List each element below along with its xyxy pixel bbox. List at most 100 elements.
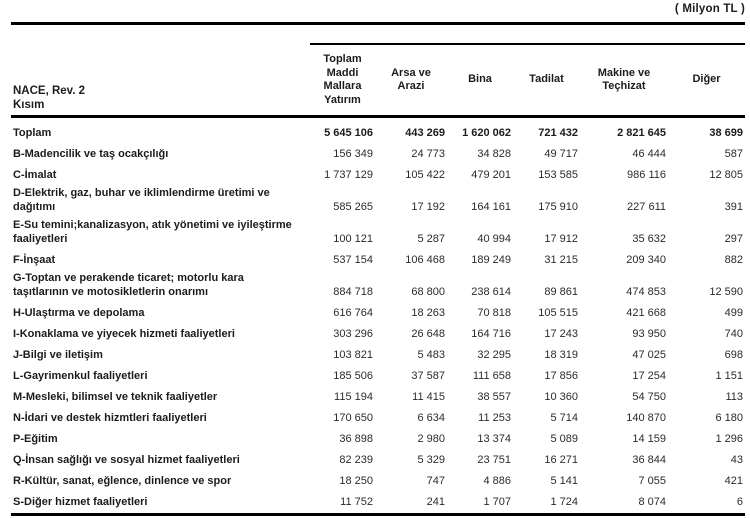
value-cell: 12 805 (709, 169, 743, 181)
value-cell: 5 329 (417, 454, 445, 466)
row-header-line1: NACE, Rev. 2 (13, 85, 86, 97)
table-row: N-İdari ve destek hizmtleri faaliyetleri… (11, 408, 745, 429)
value-cell: 227 611 (627, 201, 666, 213)
value-cell: 153 585 (538, 169, 578, 181)
value-cell: 46 444 (632, 148, 666, 160)
row-label: G-Toptan ve perakende ticaret; motorlu k… (13, 272, 244, 298)
value-cell: 884 718 (333, 286, 373, 298)
value-cell: 31 215 (544, 254, 578, 266)
value-cell: 479 201 (471, 169, 511, 181)
value-cell: 740 (724, 328, 743, 340)
row-label: S-Diğer hizmet faaliyetleri (13, 496, 148, 508)
table-row: G-Toptan ve perakende ticaret; motorlu k… (11, 271, 745, 303)
value-cell: 89 861 (544, 286, 578, 298)
value-cell: 189 249 (471, 254, 511, 266)
value-cell: 7 055 (638, 475, 666, 487)
value-cell: 17 856 (544, 370, 578, 382)
value-cell: 11 415 (412, 391, 445, 403)
value-cell: 421 (724, 475, 743, 487)
row-label: R-Kültür, sanat, eğlence, dinlence ve sp… (13, 475, 232, 487)
table-row: I-Konaklama ve yiyecek hizmeti faaliyetl… (11, 324, 745, 345)
value-cell: 443 269 (405, 127, 445, 139)
row-label: B-Madencilik ve taş ocakçılığı (13, 148, 169, 160)
value-cell: 23 751 (477, 454, 511, 466)
row-label: J-Bilgi ve iletişim (13, 349, 103, 361)
value-cell: 156 349 (333, 148, 373, 160)
investment-table: NACE, Rev. 2 Kısım Toplam Maddi Mallara … (11, 22, 745, 516)
value-cell: 474 853 (626, 286, 666, 298)
value-cell: 32 295 (477, 349, 511, 361)
value-cell: 16 271 (544, 454, 578, 466)
row-label: P-Eğitim (13, 433, 58, 445)
value-cell: 5 645 106 (324, 127, 373, 139)
value-cell: 499 (724, 307, 743, 319)
value-cell: 115 194 (334, 391, 373, 403)
table-row: F-İnşaat 537 154 106 468 189 249 31 215 209 3… (11, 250, 745, 271)
table-row: B-Madencilik ve taş ocakçılığı 156 349 24 … (11, 144, 745, 165)
value-cell: 1 296 (715, 433, 743, 445)
value-cell: 49 717 (544, 148, 578, 160)
column-header-bina: Bina (468, 73, 492, 86)
value-cell: 17 912 (544, 233, 578, 245)
value-cell: 698 (724, 349, 743, 361)
value-cell: 170 650 (333, 412, 373, 424)
value-cell: 17 254 (632, 370, 666, 382)
value-cell: 106 468 (405, 254, 445, 266)
table-row: J-Bilgi ve iletişim 103 821 5 483 32 295 18 … (11, 345, 745, 366)
table-row: D-Elektrik, gaz, buhar ve iklimlendirme … (11, 186, 745, 218)
row-label: Q-İnsan sağlığı ve sosyal hizmet faaliye… (13, 454, 240, 466)
value-cell: 38 699 (709, 127, 743, 139)
value-cell: 34 828 (477, 148, 511, 160)
value-cell: 40 994 (477, 233, 511, 245)
value-cell: 140 870 (626, 412, 666, 424)
row-label: E-Su temini;kanalizasyon, atık yönetimi … (13, 219, 292, 245)
value-cell: 26 648 (411, 328, 445, 340)
value-cell: 986 116 (627, 169, 666, 181)
value-cell: 5 714 (550, 412, 578, 424)
table-row: R-Kültür, sanat, eğlence, dinlence ve sp… (11, 471, 745, 492)
value-cell: 4 886 (483, 475, 511, 487)
value-cell: 43 (730, 454, 743, 466)
value-cell: 5 483 (417, 349, 445, 361)
value-cell: 47 025 (632, 349, 666, 361)
column-header-arsa-arazi: Arsa ve Arazi (391, 66, 431, 93)
value-cell: 11 253 (478, 412, 511, 424)
value-cell: 1 724 (550, 496, 578, 508)
value-cell: 105 422 (405, 169, 445, 181)
value-cell: 6 (736, 496, 743, 508)
row-label: I-Konaklama ve yiyecek hizmeti faaliyetl… (13, 328, 235, 340)
value-cell: 12 590 (709, 286, 743, 298)
value-cell: 36 844 (632, 454, 666, 466)
value-cell: 164 161 (471, 201, 511, 213)
table-row: S-Diğer hizmet faaliyetleri 11 752 241 1 70… (11, 492, 745, 513)
value-cell: 93 950 (632, 328, 666, 340)
value-cell: 105 515 (538, 307, 578, 319)
value-cell: 8 074 (638, 496, 666, 508)
column-header-toplam-maddi: Toplam Maddi Mallara Yatırım (323, 53, 362, 106)
value-cell: 2 980 (417, 433, 445, 445)
value-cell: 297 (724, 233, 743, 245)
value-cell: 882 (724, 254, 743, 266)
value-cell: 18 250 (339, 475, 373, 487)
table-row: C-İmalat 1 737 129 105 422 479 201 153 585 98… (11, 165, 745, 186)
value-cell: 6 180 (715, 412, 743, 424)
value-cell: 113 (725, 391, 743, 403)
value-cell: 18 263 (411, 307, 445, 319)
value-cell: 616 764 (333, 307, 373, 319)
value-cell: 164 716 (471, 328, 511, 340)
value-cell: 14 159 (632, 433, 666, 445)
row-label: M-Mesleki, bilimsel ve teknik faaliyetle… (13, 391, 218, 403)
value-cell: 421 668 (626, 307, 666, 319)
value-cell: 585 265 (333, 201, 373, 213)
value-cell: 54 750 (632, 391, 666, 403)
table-body: Toplam 5 645 106 443 269 1 620 062 721 432 2 … (11, 118, 745, 516)
value-cell: 1 620 062 (462, 127, 511, 139)
value-cell: 5 141 (550, 475, 578, 487)
column-header-tadilat: Tadilat (529, 73, 564, 86)
column-header-diger: Diğer (692, 73, 721, 86)
table-row: Toplam 5 645 106 443 269 1 620 062 721 432 2 … (11, 123, 745, 144)
value-cell: 11 752 (340, 496, 373, 508)
table-row: E-Su temini;kanalizasyon, atık yönetimi … (11, 218, 745, 250)
row-label: L-Gayrimenkul faaliyetleri (13, 370, 148, 382)
value-cell: 103 821 (333, 349, 373, 361)
